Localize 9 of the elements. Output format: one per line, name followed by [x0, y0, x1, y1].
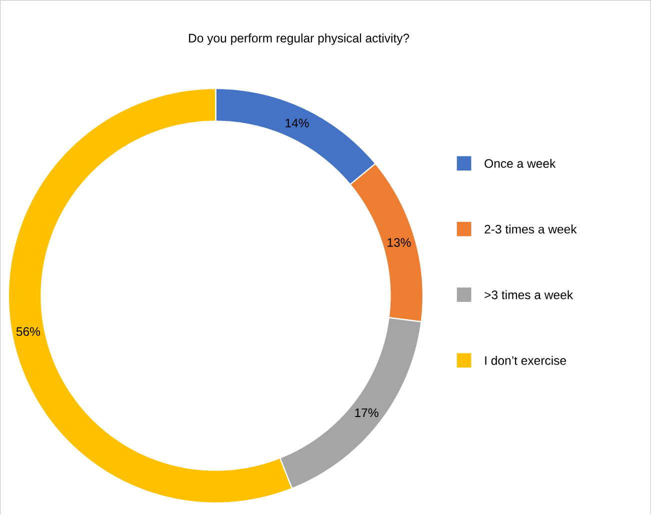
data-label: 17%	[355, 408, 378, 418]
legend-label: >3 times a week	[484, 290, 574, 300]
legend-label: Once a week	[484, 159, 556, 168]
legend-label: I don’t exercise	[485, 356, 566, 366]
data-label: 13%	[388, 238, 411, 248]
chart-title: Do you perform regular physical activity?	[189, 34, 410, 46]
data-label: 14%	[286, 118, 309, 128]
legend-label: 2-3 times a week	[484, 224, 577, 234]
data-label: 56%	[16, 327, 40, 336]
